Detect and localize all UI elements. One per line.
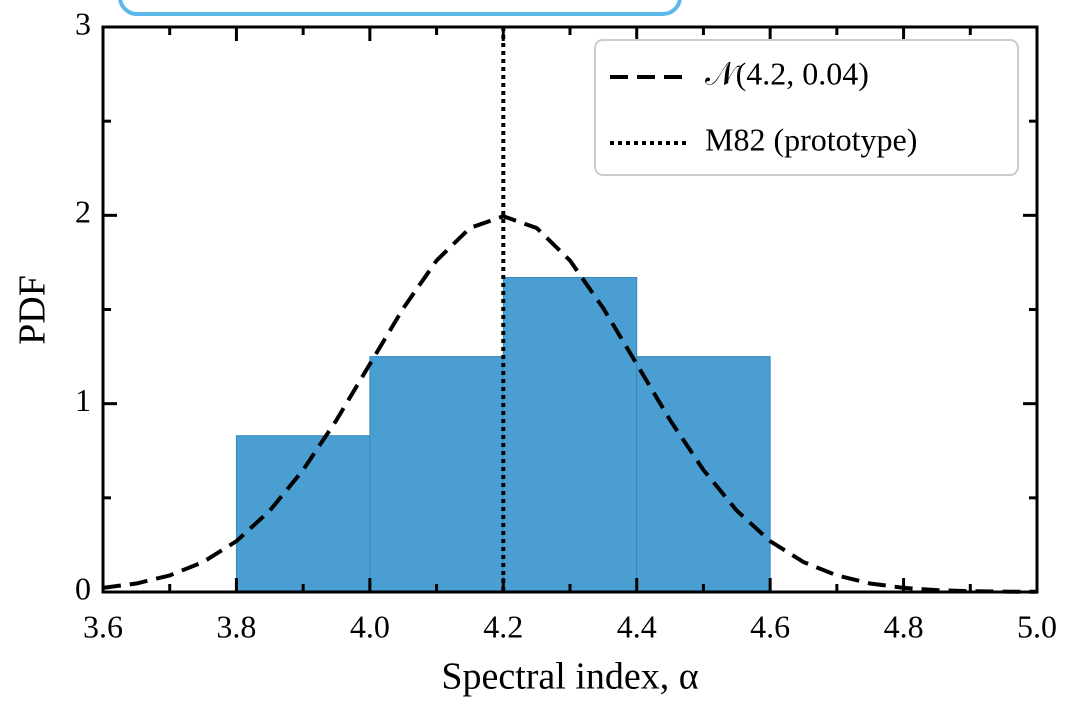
legend: 𝒩(4.2, 0.04) M82 (prototype) (594, 39, 1019, 176)
x-tick-label: 4.2 (483, 608, 523, 644)
x-axis-label: Spectral index, α (441, 656, 698, 698)
legend-box (594, 39, 1019, 176)
bar (369, 356, 504, 593)
legend-label: 𝒩(4.2, 0.04) (705, 55, 869, 91)
y-tick-label: 0 (75, 570, 91, 606)
bar (636, 356, 771, 593)
x-tick-label: 5.0 (1017, 608, 1057, 644)
x-tick-label: 3.6 (83, 608, 123, 644)
curve-line (102, 214, 1038, 594)
x-tick-label: 4.0 (350, 608, 390, 644)
y-tick-label: 3 (75, 5, 91, 41)
legend-label: M82 (prototype) (705, 121, 917, 157)
y-tick-label: 2 (75, 194, 91, 230)
x-tick-label: 4.8 (884, 608, 924, 644)
bar (502, 276, 638, 593)
ui-pill (118, 0, 682, 16)
x-tick-label: 4.6 (750, 608, 790, 644)
x-tick-label: 3.8 (216, 608, 256, 644)
bar (235, 435, 371, 593)
x-tick-label: 4.4 (617, 608, 657, 644)
y-tick-label: 1 (75, 382, 91, 418)
y-axis-label: PDF (12, 275, 54, 345)
